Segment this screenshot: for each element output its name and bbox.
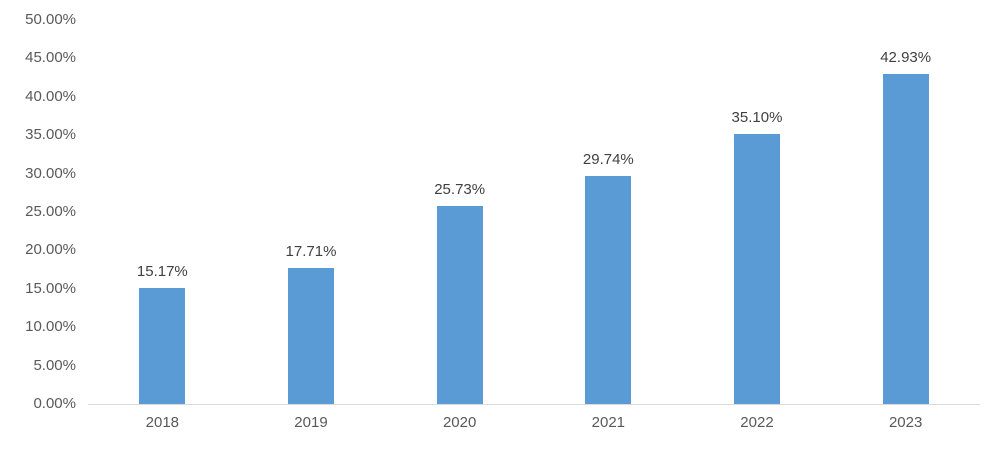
- y-axis-tick-label: 20.00%: [25, 241, 76, 259]
- y-axis-tick-label: 30.00%: [25, 164, 76, 182]
- category-band: 25.73% 2020: [385, 20, 534, 431]
- x-axis-tick-label: 2020: [442, 414, 477, 431]
- y-axis-tick-label: 5.00%: [33, 356, 76, 374]
- bar-2019: [287, 268, 334, 404]
- data-label: 25.73%: [434, 181, 486, 199]
- y-axis-tick-label: 25.00%: [25, 203, 76, 220]
- y-axis-tick-label: 0.00%: [33, 395, 76, 412]
- x-axis-line: [88, 404, 980, 405]
- x-axis-tick-label: 2019: [294, 414, 328, 431]
- bar-2020: [436, 206, 483, 404]
- bar-2023: [882, 74, 929, 404]
- category-band: 15.17% 2018: [88, 20, 237, 432]
- y-axis-tick-label: 35.00%: [25, 126, 76, 144]
- y-axis-tick-label: 10.00%: [25, 318, 76, 336]
- y-axis-tick-label: 50.00%: [25, 11, 76, 28]
- plot-area: 15.17% 2018 17.71% 2019 25.73% 2020 29.74% 2021…: [88, 20, 980, 432]
- x-axis-tick-label: 2022: [740, 414, 774, 431]
- x-axis-tick-label: 2021: [591, 414, 626, 431]
- bar-2018: [139, 287, 186, 404]
- category-band: 29.74% 2021: [534, 20, 683, 431]
- bar-2021: [585, 175, 632, 404]
- y-axis-tick-label: 15.00%: [25, 279, 76, 297]
- y-axis: 0.00% 5.00% 10.00% 15.00% 20.00% 25.00% 30.00%…: [0, 0, 76, 453]
- data-label: 29.74%: [582, 150, 634, 168]
- bar-2022: [733, 134, 780, 404]
- y-axis-tick-label: 45.00%: [25, 49, 76, 67]
- category-band: 17.71% 2019: [237, 20, 386, 431]
- y-axis-tick-label: 40.00%: [25, 87, 76, 105]
- x-axis-tick-label: 2018: [145, 414, 180, 431]
- data-label: 15.17%: [136, 262, 188, 280]
- data-label: 17.71%: [285, 243, 337, 260]
- data-label: 35.10%: [731, 109, 783, 127]
- data-label: 42.93%: [880, 49, 932, 67]
- category-band: 42.93% 2023: [831, 20, 980, 431]
- category-band: 35.10% 2022: [683, 20, 832, 431]
- x-axis-tick-label: 2023: [888, 414, 923, 431]
